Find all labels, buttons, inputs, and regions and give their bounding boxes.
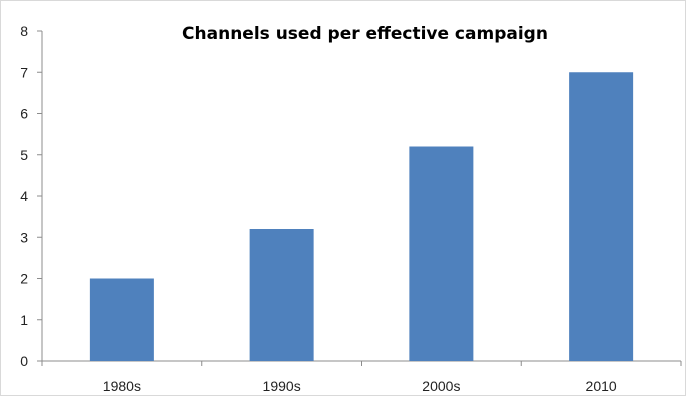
y-tick-label: 4 (20, 188, 28, 204)
y-tick-label: 1 (20, 312, 28, 328)
y-tick-label: 2 (20, 271, 28, 287)
x-tick-label: 2000s (422, 378, 460, 394)
y-tick-label: 6 (20, 106, 28, 122)
chart-title: Channels used per effective campaign (182, 24, 548, 44)
y-axis-ticks: 0 1 2 3 4 5 6 7 8 (20, 23, 42, 369)
bars (89, 72, 634, 361)
bar-2000s (409, 146, 474, 361)
y-tick-label: 5 (20, 147, 28, 163)
x-tick-label: 2010 (586, 378, 617, 394)
x-tick-label: 1980s (103, 378, 141, 394)
y-tick-label: 3 (20, 229, 28, 245)
y-tick-label: 8 (20, 23, 28, 39)
bar-2010 (569, 72, 634, 361)
bar-1990s (249, 229, 314, 361)
y-tick-label: 7 (20, 64, 28, 80)
x-tick-label: 1990s (263, 378, 301, 394)
y-tick-label: 0 (20, 353, 28, 369)
x-axis-ticks: 1980s 1990s 2000s 2010 (41, 361, 682, 394)
bar-1980s (89, 278, 154, 361)
